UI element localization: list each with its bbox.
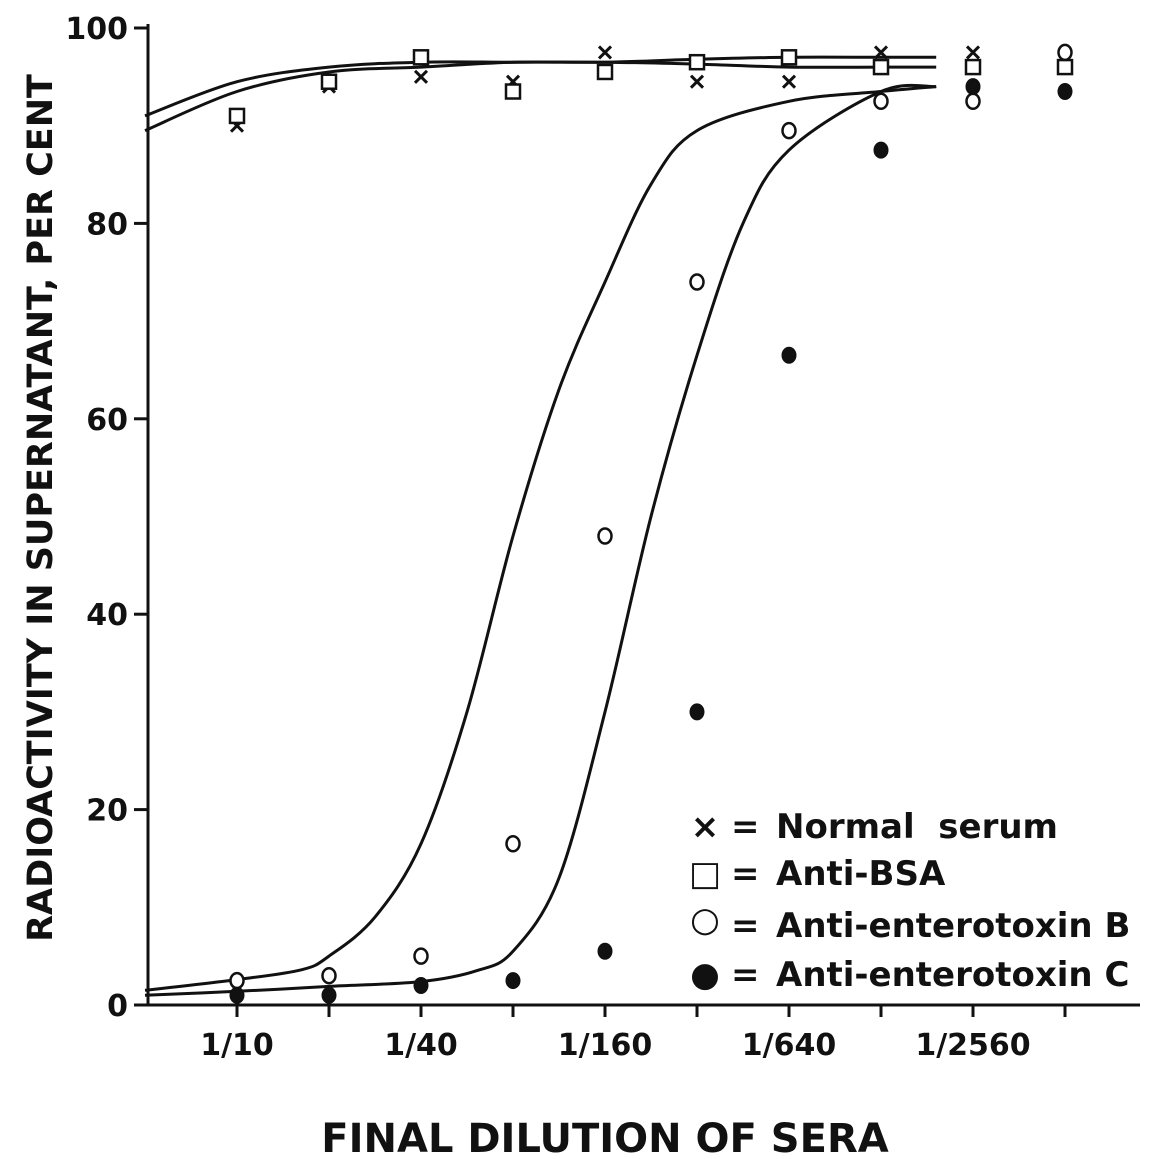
data-point-filled-circle: [414, 977, 428, 993]
data-point-open-circle: [323, 968, 336, 983]
data-point-x: [415, 71, 427, 83]
data-point-filled-circle: [874, 142, 888, 158]
series-anti-enterotoxin-c-points: [230, 79, 1072, 1004]
data-point-square: [874, 60, 888, 74]
data-point-open-circle: [507, 836, 520, 851]
data-point-open-circle: [967, 94, 980, 109]
data-point-x: [967, 46, 979, 58]
curve-anti-bsa: [145, 62, 936, 116]
legend: × = Normal serum □ = Anti-BSA ○ = Anti-e…: [689, 807, 1130, 995]
y-tick-label: 20: [86, 794, 128, 829]
data-point-filled-circle: [690, 704, 704, 720]
legend-symbol-open-circle: ○: [690, 900, 720, 940]
data-point-x: [599, 46, 611, 58]
legend-equals: =: [731, 955, 760, 995]
data-point-square: [322, 75, 336, 89]
legend-item-anti-enterotoxin-b: ○ = Anti-enterotoxin B: [690, 900, 1130, 946]
legend-item-anti-enterotoxin-c: ● = Anti-enterotoxin C: [690, 955, 1129, 995]
y-axis-title: RADIOACTIVITY IN SUPERNATANT, PER CENT: [21, 74, 61, 942]
legend-symbol-square: □: [689, 854, 721, 894]
legend-label-anti-enterotoxin-b: Anti-enterotoxin B: [776, 906, 1130, 946]
legend-equals: =: [731, 854, 760, 894]
data-point-x: [691, 76, 703, 88]
y-tick-label: 40: [86, 598, 128, 633]
y-tick-label: 0: [107, 989, 128, 1024]
data-point-filled-circle: [506, 973, 520, 989]
x-tick-label: 1/640: [742, 1028, 836, 1063]
legend-label-anti-enterotoxin-c: Anti-enterotoxin C: [776, 955, 1129, 995]
x-tick-label: 1/40: [384, 1028, 458, 1063]
y-tick-label: 100: [65, 12, 128, 47]
data-point-open-circle: [783, 123, 796, 138]
data-point-filled-circle: [230, 987, 244, 1003]
data-point-square: [966, 60, 980, 74]
data-point-filled-circle: [782, 347, 796, 363]
series-normal-serum-points: [231, 46, 1071, 131]
data-point-filled-circle: [322, 987, 336, 1003]
data-point-open-circle: [691, 275, 704, 290]
x-tick-label: 1/2560: [915, 1028, 1030, 1063]
legend-label-normal-serum: Normal serum: [776, 807, 1058, 847]
data-point-open-circle: [415, 949, 428, 964]
data-point-open-circle: [231, 973, 244, 988]
data-point-filled-circle: [966, 79, 980, 95]
x-tick-label: 1/160: [558, 1028, 652, 1063]
data-point-square: [690, 55, 704, 69]
legend-item-anti-bsa: □ = Anti-BSA: [689, 854, 946, 894]
x-axis-title: FINAL DILUTION OF SERA: [321, 1116, 888, 1159]
legend-item-normal-serum: × = Normal serum: [691, 807, 1058, 847]
legend-symbol-filled-circle: ●: [690, 955, 720, 995]
legend-symbol-x: ×: [691, 807, 720, 847]
data-point-square: [230, 109, 244, 123]
data-point-square: [506, 85, 520, 99]
legend-label-anti-bsa: Anti-BSA: [776, 854, 946, 894]
y-tick-label: 80: [86, 207, 128, 242]
y-tick-label: 60: [86, 403, 128, 438]
legend-equals: =: [731, 807, 760, 847]
x-tick-label: 1/10: [200, 1028, 274, 1063]
data-point-square: [1058, 60, 1072, 74]
data-point-open-circle: [599, 529, 612, 544]
data-point-square: [782, 50, 796, 64]
data-point-square: [598, 65, 612, 79]
data-point-open-circle: [1059, 45, 1072, 60]
data-point-square: [414, 50, 428, 64]
data-point-x: [783, 76, 795, 88]
data-point-open-circle: [875, 94, 888, 109]
data-point-filled-circle: [598, 943, 612, 959]
legend-equals: =: [731, 906, 760, 946]
data-points: [230, 45, 1072, 1003]
data-point-filled-circle: [1058, 84, 1072, 100]
